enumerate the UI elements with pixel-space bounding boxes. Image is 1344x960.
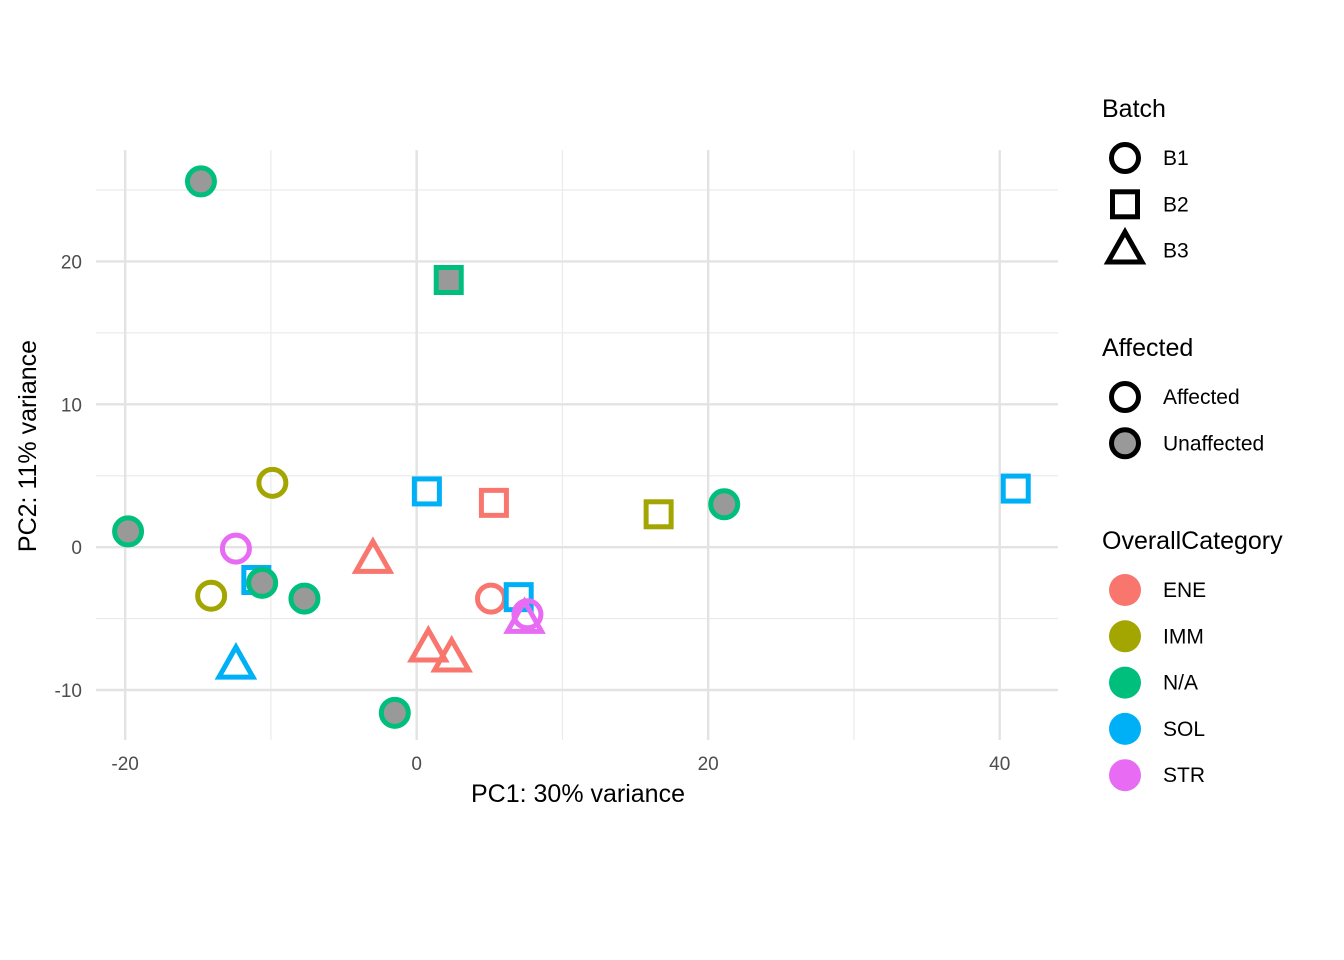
- data-point: [288, 582, 321, 615]
- data-points: [112, 165, 1031, 729]
- data-point: [643, 499, 674, 530]
- legend-batch: Batch B1 B2 B3: [1102, 95, 1189, 265]
- legend-label: N/A: [1163, 672, 1198, 695]
- data-point: [112, 515, 145, 548]
- data-point: [411, 476, 442, 507]
- data-point: [475, 582, 508, 615]
- legend-label: B1: [1163, 147, 1189, 170]
- legend-key: [1109, 142, 1141, 174]
- legend-label: STR: [1163, 764, 1205, 787]
- grid-lines: [96, 150, 1058, 740]
- legend-key: [1109, 574, 1141, 606]
- legend-label: B2: [1163, 193, 1189, 216]
- legend-label: B3: [1163, 240, 1189, 263]
- legend: Batch B1 B2 B3 Affected Affected Unaffected Ove…: [1102, 95, 1283, 792]
- legend-overallcategory: OverallCategory ENE IMM N/A SOL STR: [1102, 527, 1283, 792]
- data-point: [511, 598, 544, 631]
- legend-label: SOL: [1163, 718, 1205, 741]
- legend-key: [1109, 381, 1141, 413]
- x-tick-label: -20: [111, 754, 138, 775]
- data-point: [433, 265, 464, 295]
- legend-affected: Affected Affected Unaffected: [1102, 334, 1264, 460]
- y-tick-label: 20: [61, 252, 82, 273]
- data-point: [351, 536, 395, 574]
- data-point: [378, 696, 411, 729]
- legend-title: Affected: [1102, 334, 1193, 362]
- legend-title: Batch: [1102, 95, 1166, 123]
- y-tick-label: 10: [61, 395, 82, 416]
- y-tick-label: -10: [55, 681, 82, 702]
- data-point: [430, 634, 473, 673]
- legend-label: Unaffected: [1163, 432, 1264, 455]
- x-tick-label: 0: [411, 754, 422, 775]
- legend-key: [1109, 759, 1141, 792]
- legend-key: [1109, 427, 1141, 460]
- data-point: [1000, 473, 1031, 504]
- legend-label: IMM: [1163, 625, 1204, 648]
- legend-label: ENE: [1163, 579, 1206, 602]
- legend-key: [1109, 620, 1141, 653]
- x-axis-title: PC1: 30% variance: [471, 780, 685, 808]
- data-point: [246, 566, 279, 599]
- y-tick-label: 0: [71, 538, 82, 559]
- legend-key: [1103, 226, 1147, 265]
- x-tick-labels: -20 0 20 40: [111, 754, 1010, 775]
- data-point: [195, 579, 228, 612]
- legend-key: [1109, 666, 1141, 699]
- data-point: [478, 487, 509, 518]
- data-point: [708, 488, 741, 521]
- data-point: [219, 532, 252, 565]
- y-axis-title: PC2: 11% variance: [14, 340, 42, 552]
- legend-label: Affected: [1163, 386, 1240, 409]
- legend-title: OverallCategory: [1102, 527, 1283, 555]
- legend-key: [1110, 189, 1140, 220]
- data-point: [214, 642, 258, 680]
- x-tick-label: 40: [989, 754, 1010, 775]
- y-tick-labels: -10 0 10 20: [55, 252, 82, 702]
- x-tick-label: 20: [698, 754, 719, 775]
- legend-key: [1109, 712, 1141, 745]
- data-point: [184, 165, 217, 198]
- data-point: [256, 466, 289, 499]
- data-point: [407, 624, 450, 663]
